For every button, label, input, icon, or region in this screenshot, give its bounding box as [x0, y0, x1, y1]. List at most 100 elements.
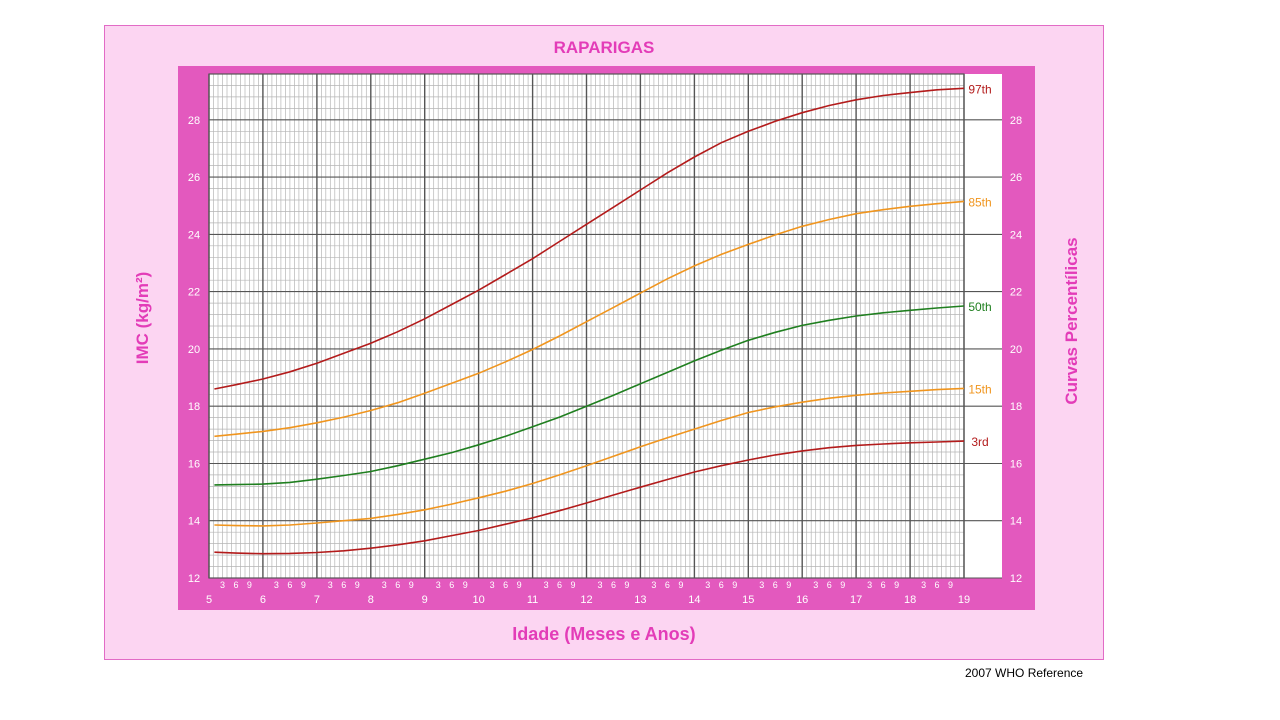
percentile-labels: 97th 85th 50th 15th 3rd: [968, 82, 991, 449]
x-month-tick-label: 3: [597, 580, 602, 590]
y-tick-label-right: 18: [1010, 401, 1022, 413]
x-month-tick-label: 9: [570, 580, 575, 590]
y-tick-label-right: 22: [1010, 287, 1022, 299]
x-tick-label: 6: [260, 594, 266, 606]
x-month-tick-label: 3: [490, 580, 495, 590]
x-month-tick-label: 6: [503, 580, 508, 590]
x-month-tick-label: 9: [301, 580, 306, 590]
x-month-tick-label: 3: [759, 580, 764, 590]
y-tick-label: 16: [188, 459, 200, 471]
x-month-tick-label: 3: [705, 580, 710, 590]
x-tick-label: 19: [958, 594, 970, 606]
x-tick-label: 16: [796, 594, 808, 606]
x-month-tick-label: 3: [436, 580, 441, 590]
x-month-tick-label: 9: [678, 580, 683, 590]
x-month-tick-label: 9: [463, 580, 468, 590]
y-tick-label-right: 28: [1010, 115, 1022, 127]
x-month-tick-label: 3: [220, 580, 225, 590]
x-tick-label: 14: [688, 594, 700, 606]
x-month-tick-label: 6: [773, 580, 778, 590]
curve-label-85th: 85th: [968, 195, 991, 209]
y-tick-label: 24: [188, 229, 200, 241]
y-axis-label: IMC (kg/m²): [133, 272, 152, 365]
x-month-tick-label: 9: [517, 580, 522, 590]
plot-border: [208, 73, 965, 579]
y-tick-label: 28: [188, 115, 200, 127]
x-month-tick-label: 6: [719, 580, 724, 590]
x-month-tick-label: 3: [651, 580, 656, 590]
x-month-tick-label: 6: [665, 580, 670, 590]
curve-15th: [214, 387, 965, 527]
x-month-tick-label: 9: [247, 580, 252, 590]
x-month-tick-label: 3: [813, 580, 818, 590]
x-month-tick-label: 6: [233, 580, 238, 590]
x-month-tick-label: 6: [395, 580, 400, 590]
y-tick-label-right: 14: [1010, 516, 1022, 528]
y-tick-label: 20: [188, 344, 200, 356]
x-tick-label: 11: [527, 594, 538, 606]
x-month-tick-label: 6: [449, 580, 454, 590]
y-tick-label: 14: [188, 516, 200, 528]
x-month-tick-label: 3: [328, 580, 333, 590]
grid-minor: [208, 73, 965, 579]
x-tick-label: 5: [206, 594, 212, 606]
x-tick-label: 15: [742, 594, 754, 606]
curve-label-50th: 50th: [968, 300, 991, 314]
x-month-tick-label: 3: [867, 580, 872, 590]
y-tick-label-right: 20: [1010, 344, 1022, 356]
y-tick-labels-left: 12 14 16 18 20 22 24 26 28: [188, 115, 200, 585]
percentile-curves: [214, 87, 965, 555]
y-tick-label: 26: [188, 172, 200, 184]
curve-97th: [214, 87, 965, 390]
x-month-tick-label: 9: [786, 580, 791, 590]
y-tick-label: 22: [188, 287, 200, 299]
y-tick-label-right: 12: [1010, 573, 1022, 585]
x-month-tick-label: 9: [355, 580, 360, 590]
y-tick-label-right: 26: [1010, 172, 1022, 184]
x-month-tick-label: 9: [894, 580, 899, 590]
x-axis-label: Idade (Meses e Anos): [512, 624, 696, 644]
curve-3rd: [214, 440, 965, 555]
x-month-tick-label: 6: [934, 580, 939, 590]
curve-85th: [214, 200, 965, 438]
x-month-tick-label: 9: [840, 580, 845, 590]
x-month-tick-label: 3: [274, 580, 279, 590]
x-month-tick-label: 3: [544, 580, 549, 590]
x-month-tick-label: 9: [624, 580, 629, 590]
y-tick-label-right: 24: [1010, 229, 1022, 241]
x-tick-label: 17: [850, 594, 862, 606]
x-month-tick-label: 3: [382, 580, 387, 590]
x-month-tick-label: 6: [341, 580, 346, 590]
y-tick-label: 18: [188, 401, 200, 413]
source-note: 2007 WHO Reference: [965, 666, 1084, 680]
x-month-tick-label: 6: [611, 580, 616, 590]
curve-50th: [214, 305, 965, 486]
y-tick-label-right: 16: [1010, 459, 1022, 471]
x-tick-label: 12: [580, 594, 592, 606]
curve-label-15th: 15th: [968, 382, 991, 396]
curve-label-3rd: 3rd: [971, 435, 988, 449]
x-month-tick-label: 6: [557, 580, 562, 590]
x-tick-label: 18: [904, 594, 916, 606]
x-tick-label: 9: [422, 594, 428, 606]
y-tick-labels-right: 12 14 16 18 20 22 24 26 28: [1010, 115, 1022, 585]
curve-label-97th: 97th: [968, 82, 991, 96]
x-month-tick-label: 3: [921, 580, 926, 590]
x-tick-label: 8: [368, 594, 374, 606]
y-tick-label: 12: [188, 573, 200, 585]
x-month-tick-label: 6: [881, 580, 886, 590]
x-month-tick-label: 9: [948, 580, 953, 590]
x-tick-label: 13: [634, 594, 646, 606]
y-axis-label-right: Curvas Percentílicas: [1062, 237, 1081, 404]
x-month-tick-label: 9: [409, 580, 414, 590]
x-tick-labels: 5 6 7 8 9 10 11 12 13 14 15 16 17 18 19: [206, 594, 970, 606]
x-month-tick-label: 9: [732, 580, 737, 590]
grid-major: [208, 73, 1002, 579]
chart-title: RAPARIGAS: [553, 38, 655, 57]
x-tick-label: 10: [472, 594, 484, 606]
x-tick-label: 7: [314, 594, 320, 606]
x-month-tick-label: 6: [827, 580, 832, 590]
x-month-tick-label: 6: [287, 580, 292, 590]
